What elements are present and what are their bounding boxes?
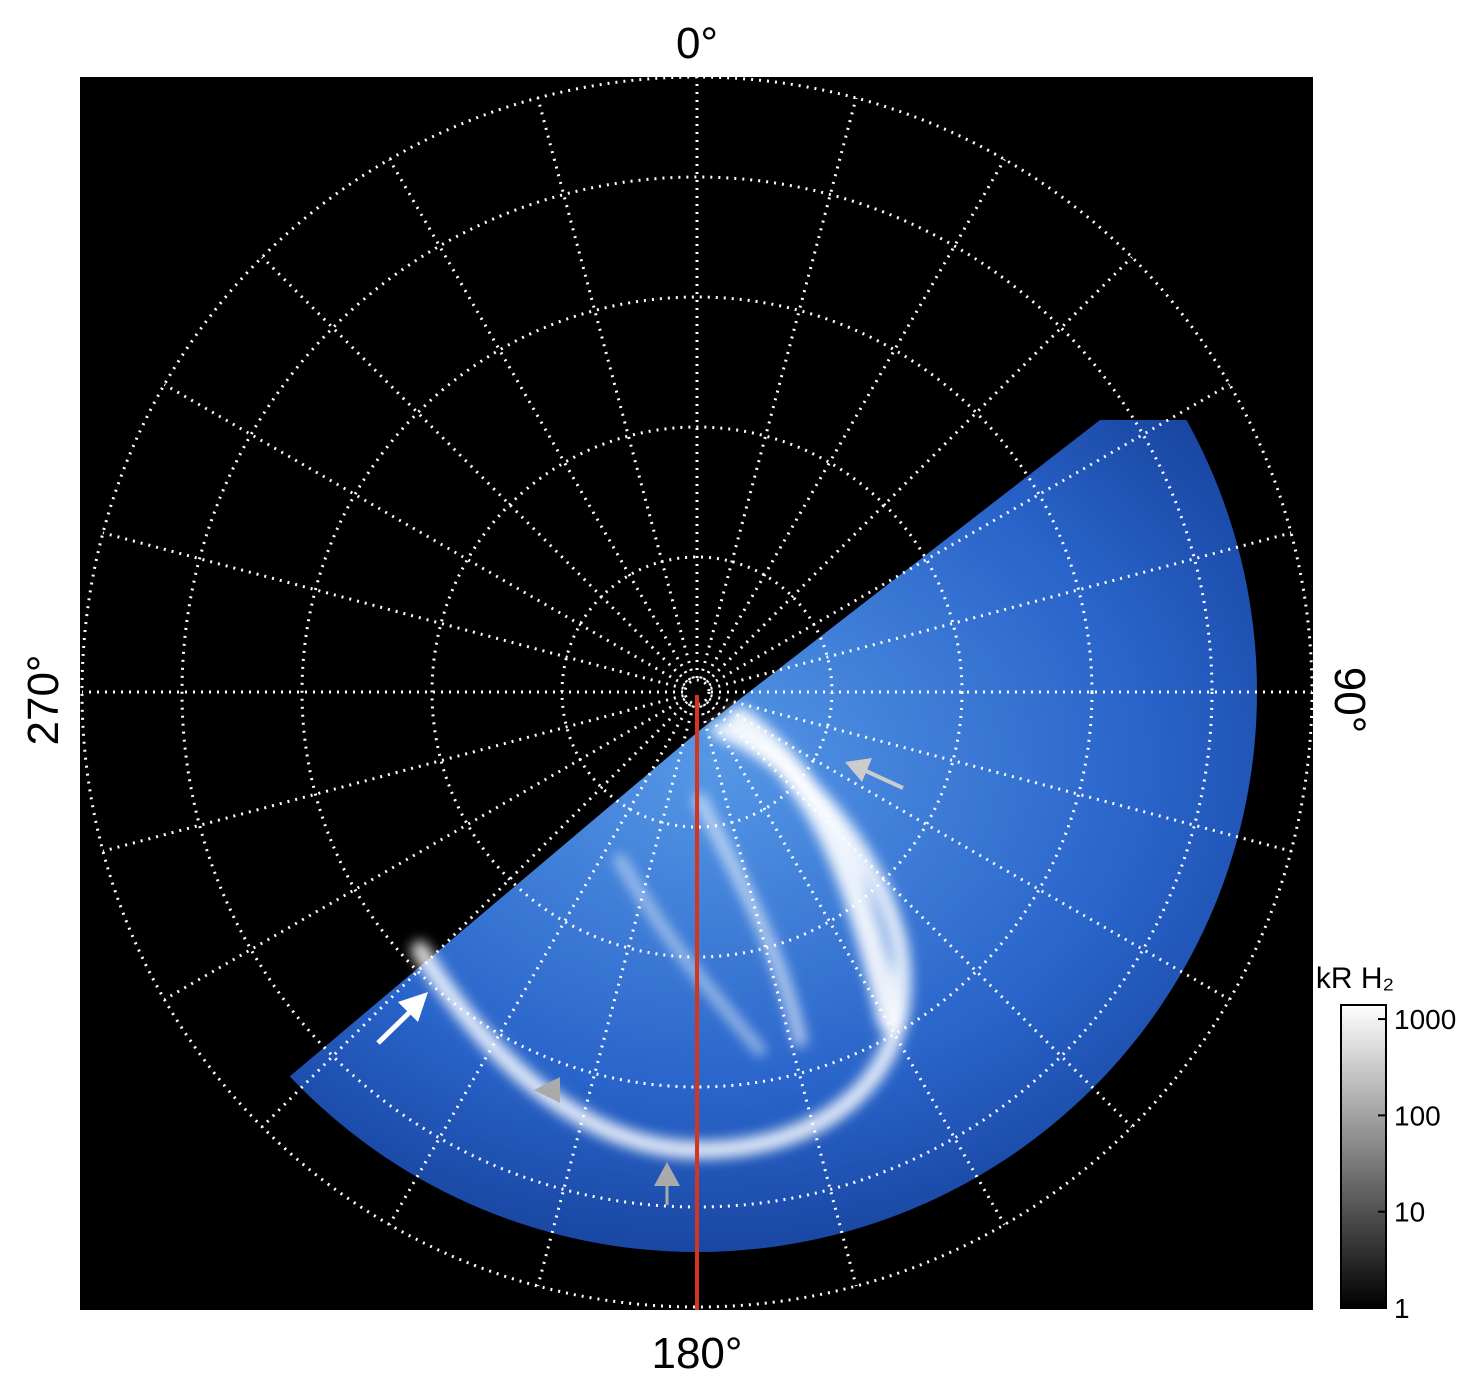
label-right: 90° — [1325, 667, 1374, 734]
colorbar-tick-label: 100 — [1394, 1100, 1441, 1131]
label-bottom: 180° — [651, 1329, 742, 1378]
grid-circle — [683, 678, 711, 706]
colorbar-tick-label: 10 — [1394, 1197, 1425, 1228]
arrows — [376, 758, 904, 1205]
colorbar-tick-label: 1 — [1394, 1293, 1410, 1324]
label-top: 0° — [676, 19, 718, 68]
colorbar — [1340, 1004, 1387, 1309]
colorbar-axis: 1 10 100 1000 — [1378, 1004, 1456, 1324]
label-left: 270° — [19, 654, 68, 745]
grid-circle — [300, 295, 1094, 1089]
colorbar-title: kR H₂ — [1316, 962, 1394, 995]
colorbar-tick-label: 1000 — [1394, 1004, 1456, 1035]
